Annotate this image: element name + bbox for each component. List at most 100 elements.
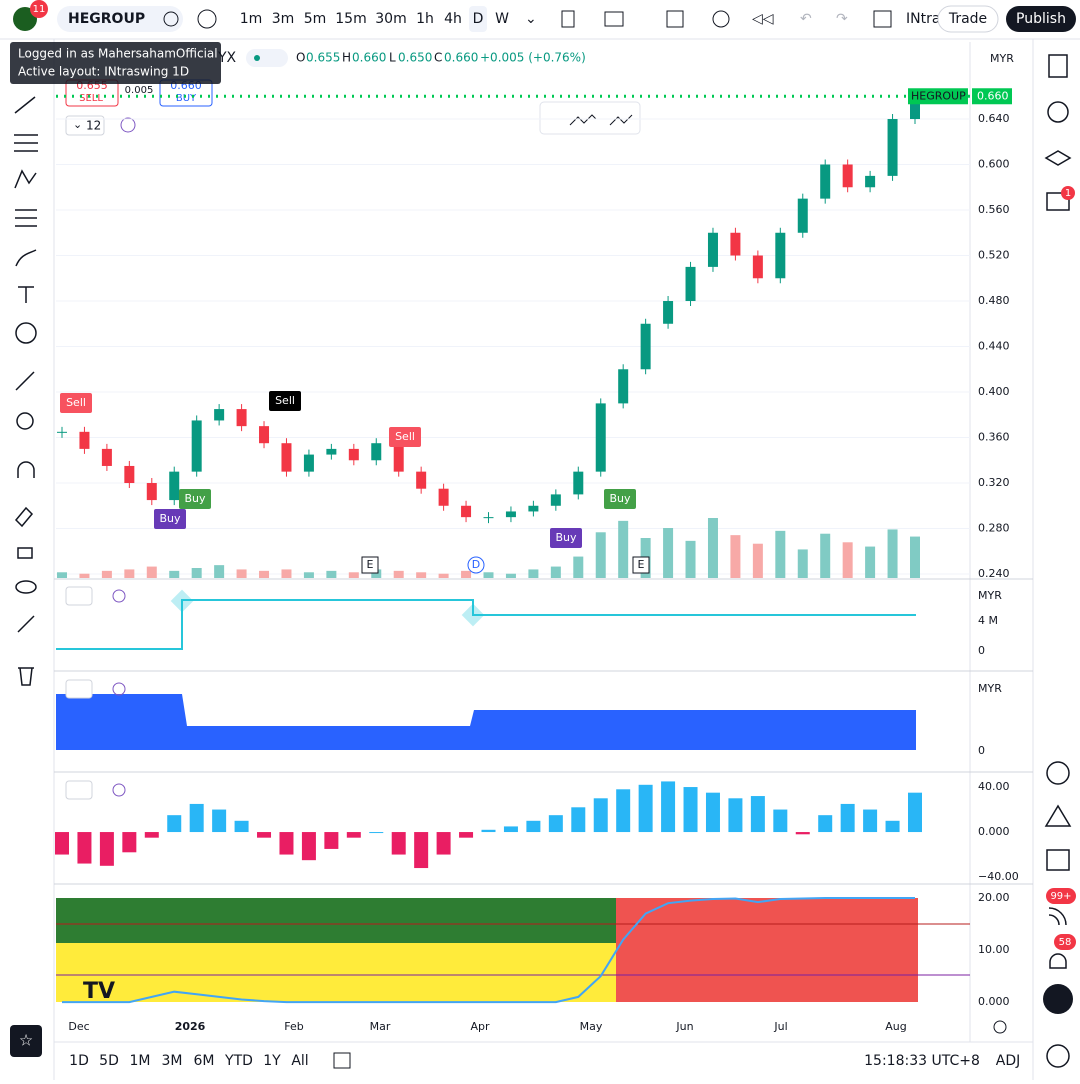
candle [124,465,135,484]
range-button[interactable]: 5D [99,1053,119,1069]
tool[interactable] [18,286,34,303]
icon[interactable] [561,10,575,28]
trade-button[interactable] [937,5,999,33]
candle [371,443,382,461]
signal-label [604,489,636,509]
volume-bar [550,566,561,578]
interval[interactable]: 3m [272,11,295,27]
publish-button[interactable] [1006,6,1076,32]
pattern-widget[interactable] [539,101,641,135]
candle [573,471,584,495]
tool[interactable] [15,371,35,391]
histogram-bar [526,820,541,833]
add-icon[interactable] [197,9,217,29]
interval[interactable]: 30m [375,11,406,27]
candle [461,505,472,518]
tool[interactable] [14,169,37,189]
volume-bar [618,520,629,578]
candle [483,517,494,519]
histogram-bar [391,832,406,855]
apps-button[interactable] [1043,984,1073,1014]
side-icon[interactable] [1044,804,1072,827]
volume-bar [775,530,786,578]
layout-name[interactable]: INtra [906,11,940,27]
icon[interactable]: ◁◁ [752,11,774,27]
candle [887,119,898,176]
tool[interactable] [17,461,35,478]
interval[interactable]: 15m [335,11,366,27]
symbol-tail: YX [217,50,237,66]
icon[interactable] [604,11,624,27]
tool[interactable] [18,667,34,686]
tool[interactable] [15,580,37,594]
tool[interactable] [15,209,37,227]
range-button[interactable]: 3M [162,1053,183,1069]
tool[interactable] [16,412,34,430]
range-button[interactable]: 1M [130,1053,151,1069]
y-tick-label: 0 [978,744,985,757]
icon[interactable] [712,10,730,28]
side-icon[interactable] [1047,101,1069,123]
sync-icon[interactable] [120,117,136,133]
icon[interactable]: ↷ [836,11,848,27]
candle [685,266,696,302]
tool[interactable] [15,322,37,344]
tool[interactable] [17,547,33,559]
pane-toggle[interactable] [65,679,93,699]
range-button[interactable]: 6M [194,1053,215,1069]
range-button[interactable]: YTD [224,1053,253,1069]
pane-toggle[interactable] [65,586,93,606]
pane-toggle[interactable] [65,780,93,800]
side-icon[interactable] [1044,150,1072,166]
interval[interactable]: 5m [304,11,327,27]
candle [101,448,112,466]
volume-bar [348,572,359,578]
candle [259,426,270,444]
legend-value: O [296,51,305,65]
settings[interactable] [993,1020,1007,1034]
interval[interactable]: 4h [444,11,462,27]
tool[interactable] [14,134,38,152]
indicators-toggle[interactable] [65,115,105,136]
side-icon[interactable] [1046,849,1070,871]
icon[interactable]: ↶ [800,11,812,27]
candle [348,448,359,461]
interval[interactable]: 1h [416,11,434,27]
signal-text: Buy [555,531,577,544]
interval-active [469,6,487,32]
histogram-bar [818,815,833,833]
side-icon[interactable] [1049,953,1067,969]
side-icon[interactable] [1048,907,1067,926]
dropdown[interactable]: ⌄ [525,11,537,27]
side-icon[interactable] [1048,54,1068,78]
side-icon[interactable] [1046,761,1070,785]
favorites[interactable] [10,1025,42,1057]
icon[interactable] [873,10,892,28]
icon[interactable] [163,11,179,27]
tool[interactable] [14,96,36,114]
range-button[interactable]: 1Y [263,1053,281,1069]
volume-bar [887,529,898,578]
candle [146,483,157,501]
currency: MYR [978,589,1002,602]
y-tick-label: 0 [978,644,985,657]
legend-value: 0.655 [306,51,340,65]
interval[interactable]: 1m [240,11,263,27]
symbol-search[interactable] [57,6,183,32]
range-button[interactable]: 1D [69,1053,89,1069]
interval[interactable]: W [495,11,509,27]
side-icon[interactable] [1046,192,1070,211]
goto-date[interactable] [333,1052,351,1069]
side-icon[interactable] [1046,1044,1070,1068]
volume-bar [461,570,472,578]
range-button[interactable]: All [291,1053,308,1069]
tool[interactable] [14,506,34,528]
y-tick-label: 0.280 [978,522,1010,535]
icon[interactable] [666,10,684,28]
adj[interactable]: ADJ [996,1053,1021,1069]
tool[interactable] [17,615,35,633]
interval[interactable]: D [473,11,484,27]
candle [775,232,786,279]
tool[interactable] [15,249,37,267]
histogram-bar [414,832,429,869]
